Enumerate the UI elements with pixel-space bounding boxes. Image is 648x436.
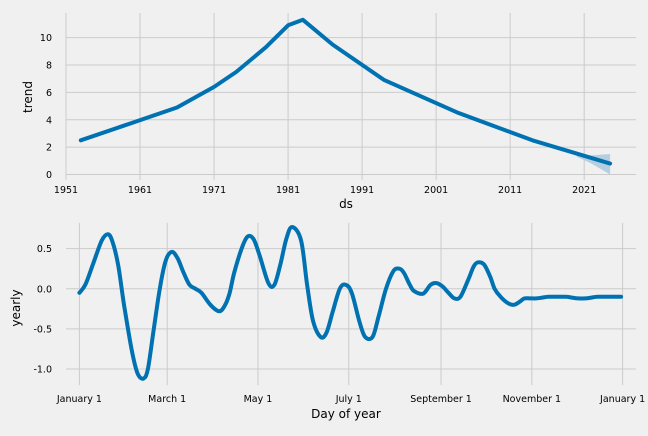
trend-y-axis-label: trend (21, 81, 35, 113)
trend-y-tick-label: 6 (46, 88, 52, 99)
trend-y-tick-label: 4 (46, 115, 52, 126)
trend-y-tick-label: 0 (46, 170, 52, 181)
yearly-y-tick-label: -0.5 (33, 324, 52, 335)
yearly-x-tick-label: January 1 (56, 394, 102, 405)
yearly-x-tick-label: January 1 (599, 394, 645, 405)
yearly-y-tick-label: 0.5 (37, 244, 52, 255)
yearly-y-ticks: -1.0 -0.5 0.0 0.5 (33, 244, 52, 375)
trend-line (78, 17, 613, 166)
trend-x-tick-label: 2021 (572, 185, 596, 196)
trend-x-tick-label: 2001 (424, 185, 448, 196)
trend-y-ticks: 0 2 4 6 8 10 (40, 33, 52, 181)
yearly-x-tick-label: November 1 (503, 394, 561, 405)
trend-x-tick-label: 1961 (128, 185, 152, 196)
yearly-x-tick-label: May 1 (244, 394, 273, 405)
yearly-x-tick-label: July 1 (335, 394, 362, 405)
trend-y-tick-label: 2 (46, 143, 52, 154)
yearly-y-axis-label: yearly (9, 289, 23, 326)
yearly-line (77, 225, 624, 381)
yearly-y-tick-label: -1.0 (33, 364, 52, 375)
trend-x-tick-label: 2011 (498, 185, 522, 196)
trend-x-tick-label: 1951 (54, 185, 78, 196)
yearly-x-tick-label: March 1 (148, 394, 186, 405)
trend-y-tick-label: 8 (46, 61, 52, 72)
trend-x-tick-label: 1971 (202, 185, 226, 196)
trend-y-tick-label: 10 (40, 33, 52, 44)
trend-x-tick-label: 1981 (276, 185, 300, 196)
trend-x-tick-label: 1991 (350, 185, 374, 196)
yearly-y-tick-label: 0.0 (37, 284, 52, 295)
yearly-x-tick-label: September 1 (410, 394, 472, 405)
yearly-x-ticks: January 1 March 1 May 1 July 1 September 1 No… (56, 394, 645, 405)
trend-grid (65, 13, 636, 180)
trend-x-ticks: 1951 1961 1971 1981 1991 2001 2011 2021 (54, 185, 596, 196)
yearly-panel: January 1 March 1 May 1 July 1 September 1 No… (9, 223, 645, 421)
trend-panel: 1951 1961 1971 1981 1991 2001 2011 2021 0 2 4 6 8 10… (21, 13, 636, 211)
trend-x-axis-label: ds (339, 197, 353, 211)
yearly-x-axis-label: Day of year (311, 407, 381, 421)
